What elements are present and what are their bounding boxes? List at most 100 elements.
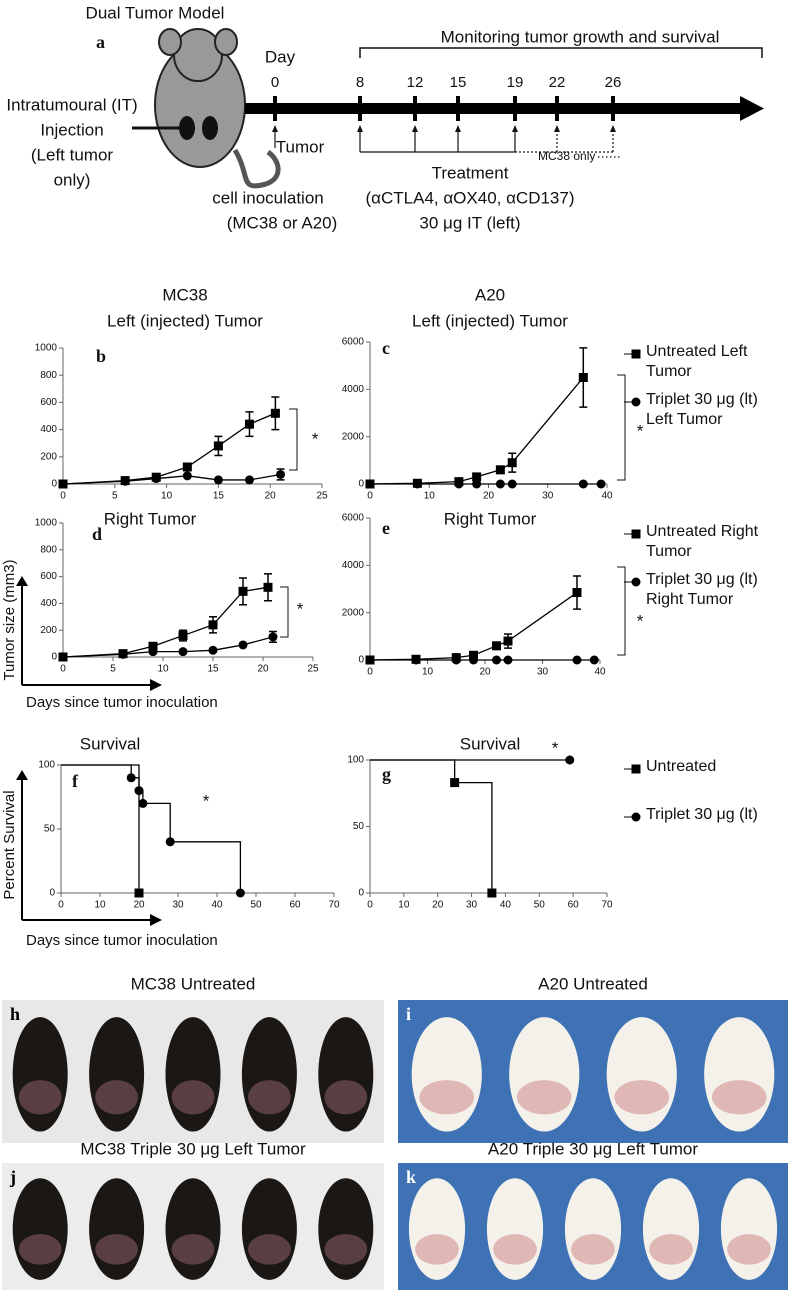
x-tick-label: 10 xyxy=(94,900,106,911)
y-tick-label: 400 xyxy=(40,598,57,609)
panel-label: c xyxy=(382,338,390,358)
x-tick-label: 0 xyxy=(60,664,66,675)
tumor-area xyxy=(649,1234,693,1265)
y-tick-label: 50 xyxy=(44,824,56,835)
marker xyxy=(469,650,478,660)
panel-label: a xyxy=(96,32,105,52)
day-arrowhead xyxy=(272,125,278,132)
y-tick-label: 2000 xyxy=(342,431,365,442)
series-line xyxy=(369,377,584,485)
treatment-text: Treatment xyxy=(432,163,509,182)
y-tick-label: 100 xyxy=(347,755,364,766)
marker xyxy=(208,620,218,630)
legend-entry: Triplet 30 μg (lt) Right Tumor xyxy=(646,571,758,608)
panel-label: j xyxy=(9,1167,16,1187)
marker xyxy=(507,458,517,468)
day-arrowhead xyxy=(512,125,518,132)
marker xyxy=(165,837,175,847)
marker xyxy=(58,652,68,662)
timeline-arrowhead xyxy=(740,96,764,121)
x-tick-label: 40 xyxy=(500,900,512,911)
y-tick-label: 800 xyxy=(40,544,57,555)
injection-text: Injection xyxy=(40,120,103,139)
x-tick-label: 30 xyxy=(537,667,549,678)
x-tick-label: 15 xyxy=(207,664,219,675)
legend-entry: Triplet 30 μg (lt) Left Tumor xyxy=(646,391,758,428)
x-tick-label: 30 xyxy=(172,900,184,911)
marker xyxy=(503,655,513,665)
x-tick-label: 10 xyxy=(157,664,169,675)
marker xyxy=(182,462,192,472)
marker xyxy=(365,479,375,489)
day-arrowhead xyxy=(455,125,461,132)
legend-marker xyxy=(631,349,641,359)
day-arrowhead xyxy=(610,125,616,132)
day-label: Day xyxy=(265,47,296,66)
tumor-area xyxy=(324,1080,368,1115)
chart-title: Survival xyxy=(460,734,520,753)
marker xyxy=(578,479,588,489)
injection-text: only) xyxy=(54,170,91,189)
marker xyxy=(134,888,144,898)
tumor-area xyxy=(248,1234,291,1265)
y-tick-label: 6000 xyxy=(342,513,365,524)
y-tick-label: 0 xyxy=(51,652,57,663)
marker xyxy=(118,649,128,659)
marker xyxy=(151,474,161,484)
marker xyxy=(487,888,497,898)
marker xyxy=(213,475,223,485)
marker xyxy=(178,647,188,657)
day-arrowhead xyxy=(412,125,418,132)
panel-label: i xyxy=(406,1004,411,1024)
marker xyxy=(148,647,158,657)
x-tick-label: 40 xyxy=(601,491,613,502)
axis-arrowhead xyxy=(150,679,162,691)
y-tick-label: 400 xyxy=(40,424,57,435)
marker xyxy=(208,645,218,655)
marker xyxy=(472,479,482,489)
tumor-area xyxy=(727,1234,771,1265)
marker xyxy=(213,441,223,451)
y-tick-label: 200 xyxy=(40,451,57,462)
legend-marker xyxy=(631,577,641,587)
significance: * xyxy=(312,429,319,448)
marker xyxy=(589,655,599,665)
legend-label: Triplet 30 μg (lt) Right Tumor xyxy=(646,571,758,608)
axis-arrowhead xyxy=(150,914,162,926)
marker xyxy=(412,479,422,489)
legend-marker xyxy=(631,764,641,774)
significance: * xyxy=(203,791,210,810)
mc38-only: MC38 only xyxy=(538,149,595,163)
x-tick-label: 60 xyxy=(568,900,580,911)
tumor-area xyxy=(95,1080,138,1115)
legend-marker xyxy=(631,812,641,822)
x-tick-label: 30 xyxy=(542,491,554,502)
x-tick-label: 30 xyxy=(466,900,478,911)
marker xyxy=(596,479,606,489)
treatment-text: 30 μg IT (left) xyxy=(419,213,520,232)
legend-entry: Untreated Right Tumor xyxy=(646,523,758,560)
y-axis-label: Tumor size (mm3) xyxy=(1,559,18,680)
mouse-ear xyxy=(158,28,182,56)
x-tick-label: 50 xyxy=(534,900,546,911)
marker xyxy=(182,471,192,481)
x-tick-label: 5 xyxy=(112,491,118,502)
y-tick-label: 0 xyxy=(358,888,364,899)
y-tick-label: 200 xyxy=(40,625,57,636)
tumor-area xyxy=(171,1080,215,1115)
significance-bracket xyxy=(617,374,626,481)
y-axis-label: Percent Survival xyxy=(1,790,18,899)
inoculation-text: Tumor xyxy=(276,137,325,156)
marker xyxy=(270,408,280,418)
x-tick-label: 25 xyxy=(316,491,328,502)
x-tick-label: 0 xyxy=(367,900,373,911)
x-tick-label: 0 xyxy=(367,491,373,502)
marker xyxy=(507,479,517,489)
legend-label: Triplet 30 μg (lt) xyxy=(646,806,758,823)
day-number: 15 xyxy=(450,74,467,91)
x-tick-label: 70 xyxy=(328,900,340,911)
marker xyxy=(138,798,148,808)
marker xyxy=(469,655,478,665)
significance: * xyxy=(637,611,644,630)
